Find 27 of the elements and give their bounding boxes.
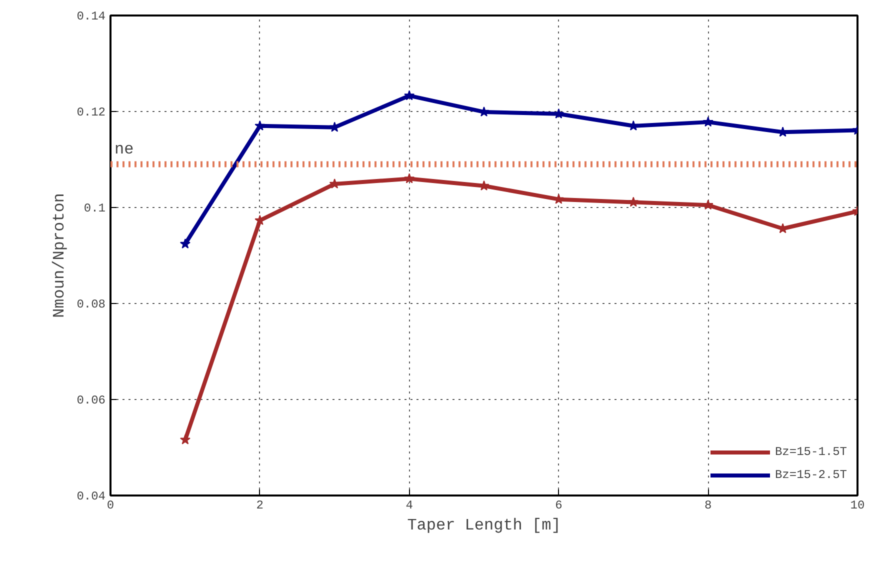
x-tick-label: 10 <box>850 498 865 512</box>
point <box>702 116 714 127</box>
point <box>404 173 415 184</box>
ref-line-label: ne <box>114 140 134 158</box>
point <box>180 238 190 249</box>
y-tick-label: 0.06 <box>76 394 106 408</box>
x-tick-label: 6 <box>555 498 562 512</box>
x-tick-label: 4 <box>406 498 413 512</box>
x-axis-title: Taper Length [m] <box>407 516 561 534</box>
point <box>553 108 564 118</box>
legend-label: Bz=15-1.5T <box>774 445 847 459</box>
point <box>778 126 788 137</box>
x-tick-label: 8 <box>704 498 712 512</box>
x-tick-label: 2 <box>256 498 264 512</box>
point <box>254 120 266 130</box>
y-axis-title: Nmoun/Nproton <box>50 193 69 318</box>
point <box>329 178 340 189</box>
x-tick-label: 0 <box>106 498 114 512</box>
point <box>628 196 639 207</box>
y-tick-label: 0.12 <box>76 106 106 120</box>
y-tick-label: 0.08 <box>76 298 106 312</box>
legend-label: Bz=15-2.5T <box>774 468 847 482</box>
y-tick-label: 0.1 <box>84 202 106 216</box>
y-tick-label: 0.14 <box>76 10 106 24</box>
point <box>180 434 190 444</box>
y-tick-label: 0.04 <box>76 490 106 504</box>
point <box>404 90 415 100</box>
